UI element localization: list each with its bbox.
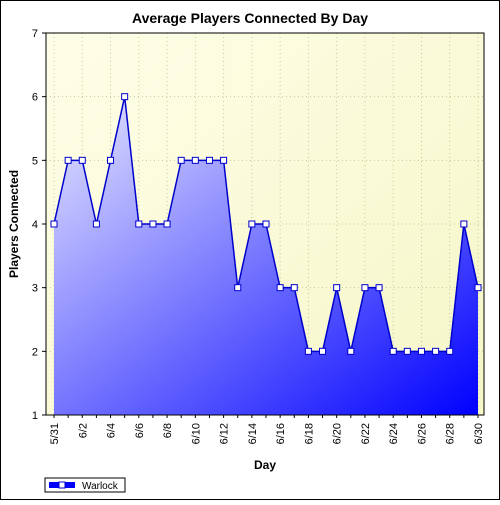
data-point: [191, 156, 199, 164]
x-tick-label: 6/20: [332, 423, 344, 444]
data-point: [220, 156, 228, 164]
data-point: [107, 156, 115, 164]
x-tick-label: 6/2: [77, 423, 89, 438]
x-axis: 5/31 6/2 6/4 6/6 6/8 6/10 6/12 6/14 6/16 6/18 6/20…: [49, 415, 485, 444]
x-tick-label: 6/22: [360, 423, 372, 444]
x-tick-label: 6/14: [247, 423, 259, 444]
data-point: [121, 93, 129, 101]
chart-title: Average Players Connected By Day: [132, 10, 368, 26]
y-axis: 1 2 3 4 5 6 7: [32, 28, 46, 422]
x-tick-label: 6/8: [162, 423, 174, 438]
data-point: [163, 220, 171, 228]
data-point: [205, 156, 213, 164]
data-point: [64, 156, 72, 164]
data-point: [92, 220, 100, 228]
data-point: [304, 347, 312, 355]
data-point: [347, 347, 355, 355]
data-point: [403, 347, 411, 355]
data-point: [177, 156, 185, 164]
data-point: [432, 347, 440, 355]
data-point: [50, 220, 58, 228]
data-point: [361, 284, 369, 292]
x-tick-label: 6/6: [134, 423, 146, 438]
y-tick-label: 1: [32, 410, 38, 422]
data-point: [417, 347, 425, 355]
data-point: [389, 347, 397, 355]
series-area: [54, 96, 478, 416]
x-axis-title: Day: [254, 458, 276, 472]
x-tick-label: 6/16: [275, 423, 287, 444]
data-point: [262, 220, 270, 228]
legend-marker: [58, 481, 66, 489]
y-tick-label: 2: [32, 346, 38, 358]
x-tick-label: 6/18: [303, 423, 315, 444]
data-point: [375, 284, 383, 292]
data-point: [149, 220, 157, 228]
series-markers: [50, 93, 482, 355]
legend: Warlock: [44, 477, 126, 493]
x-tick-label: 6/28: [445, 423, 457, 444]
data-point: [290, 284, 298, 292]
data-point: [276, 284, 284, 292]
y-tick-label: 5: [32, 155, 38, 167]
x-tick-label: 6/24: [388, 423, 400, 444]
y-axis-title: Players Connected: [7, 170, 21, 278]
y-tick-label: 7: [32, 28, 38, 40]
data-point: [234, 284, 242, 292]
data-point: [474, 284, 482, 292]
x-tick-label: 6/26: [416, 423, 428, 444]
y-tick-label: 3: [32, 283, 38, 295]
data-point: [460, 220, 468, 228]
data-point: [78, 156, 86, 164]
y-tick-label: 4: [32, 219, 38, 231]
y-tick-label: 6: [32, 92, 38, 104]
legend-label: Warlock: [82, 481, 119, 492]
data-point: [135, 220, 143, 228]
data-point: [446, 347, 454, 355]
series-area-fill: [54, 96, 478, 416]
x-tick-label: 6/12: [219, 423, 231, 444]
x-tick-label: 5/31: [49, 423, 61, 444]
x-tick-label: 6/30: [473, 423, 485, 444]
data-point: [248, 220, 256, 228]
x-tick-label: 6/10: [190, 423, 202, 444]
data-point: [319, 347, 327, 355]
data-point: [333, 284, 341, 292]
x-tick-label: 6/4: [106, 423, 118, 438]
